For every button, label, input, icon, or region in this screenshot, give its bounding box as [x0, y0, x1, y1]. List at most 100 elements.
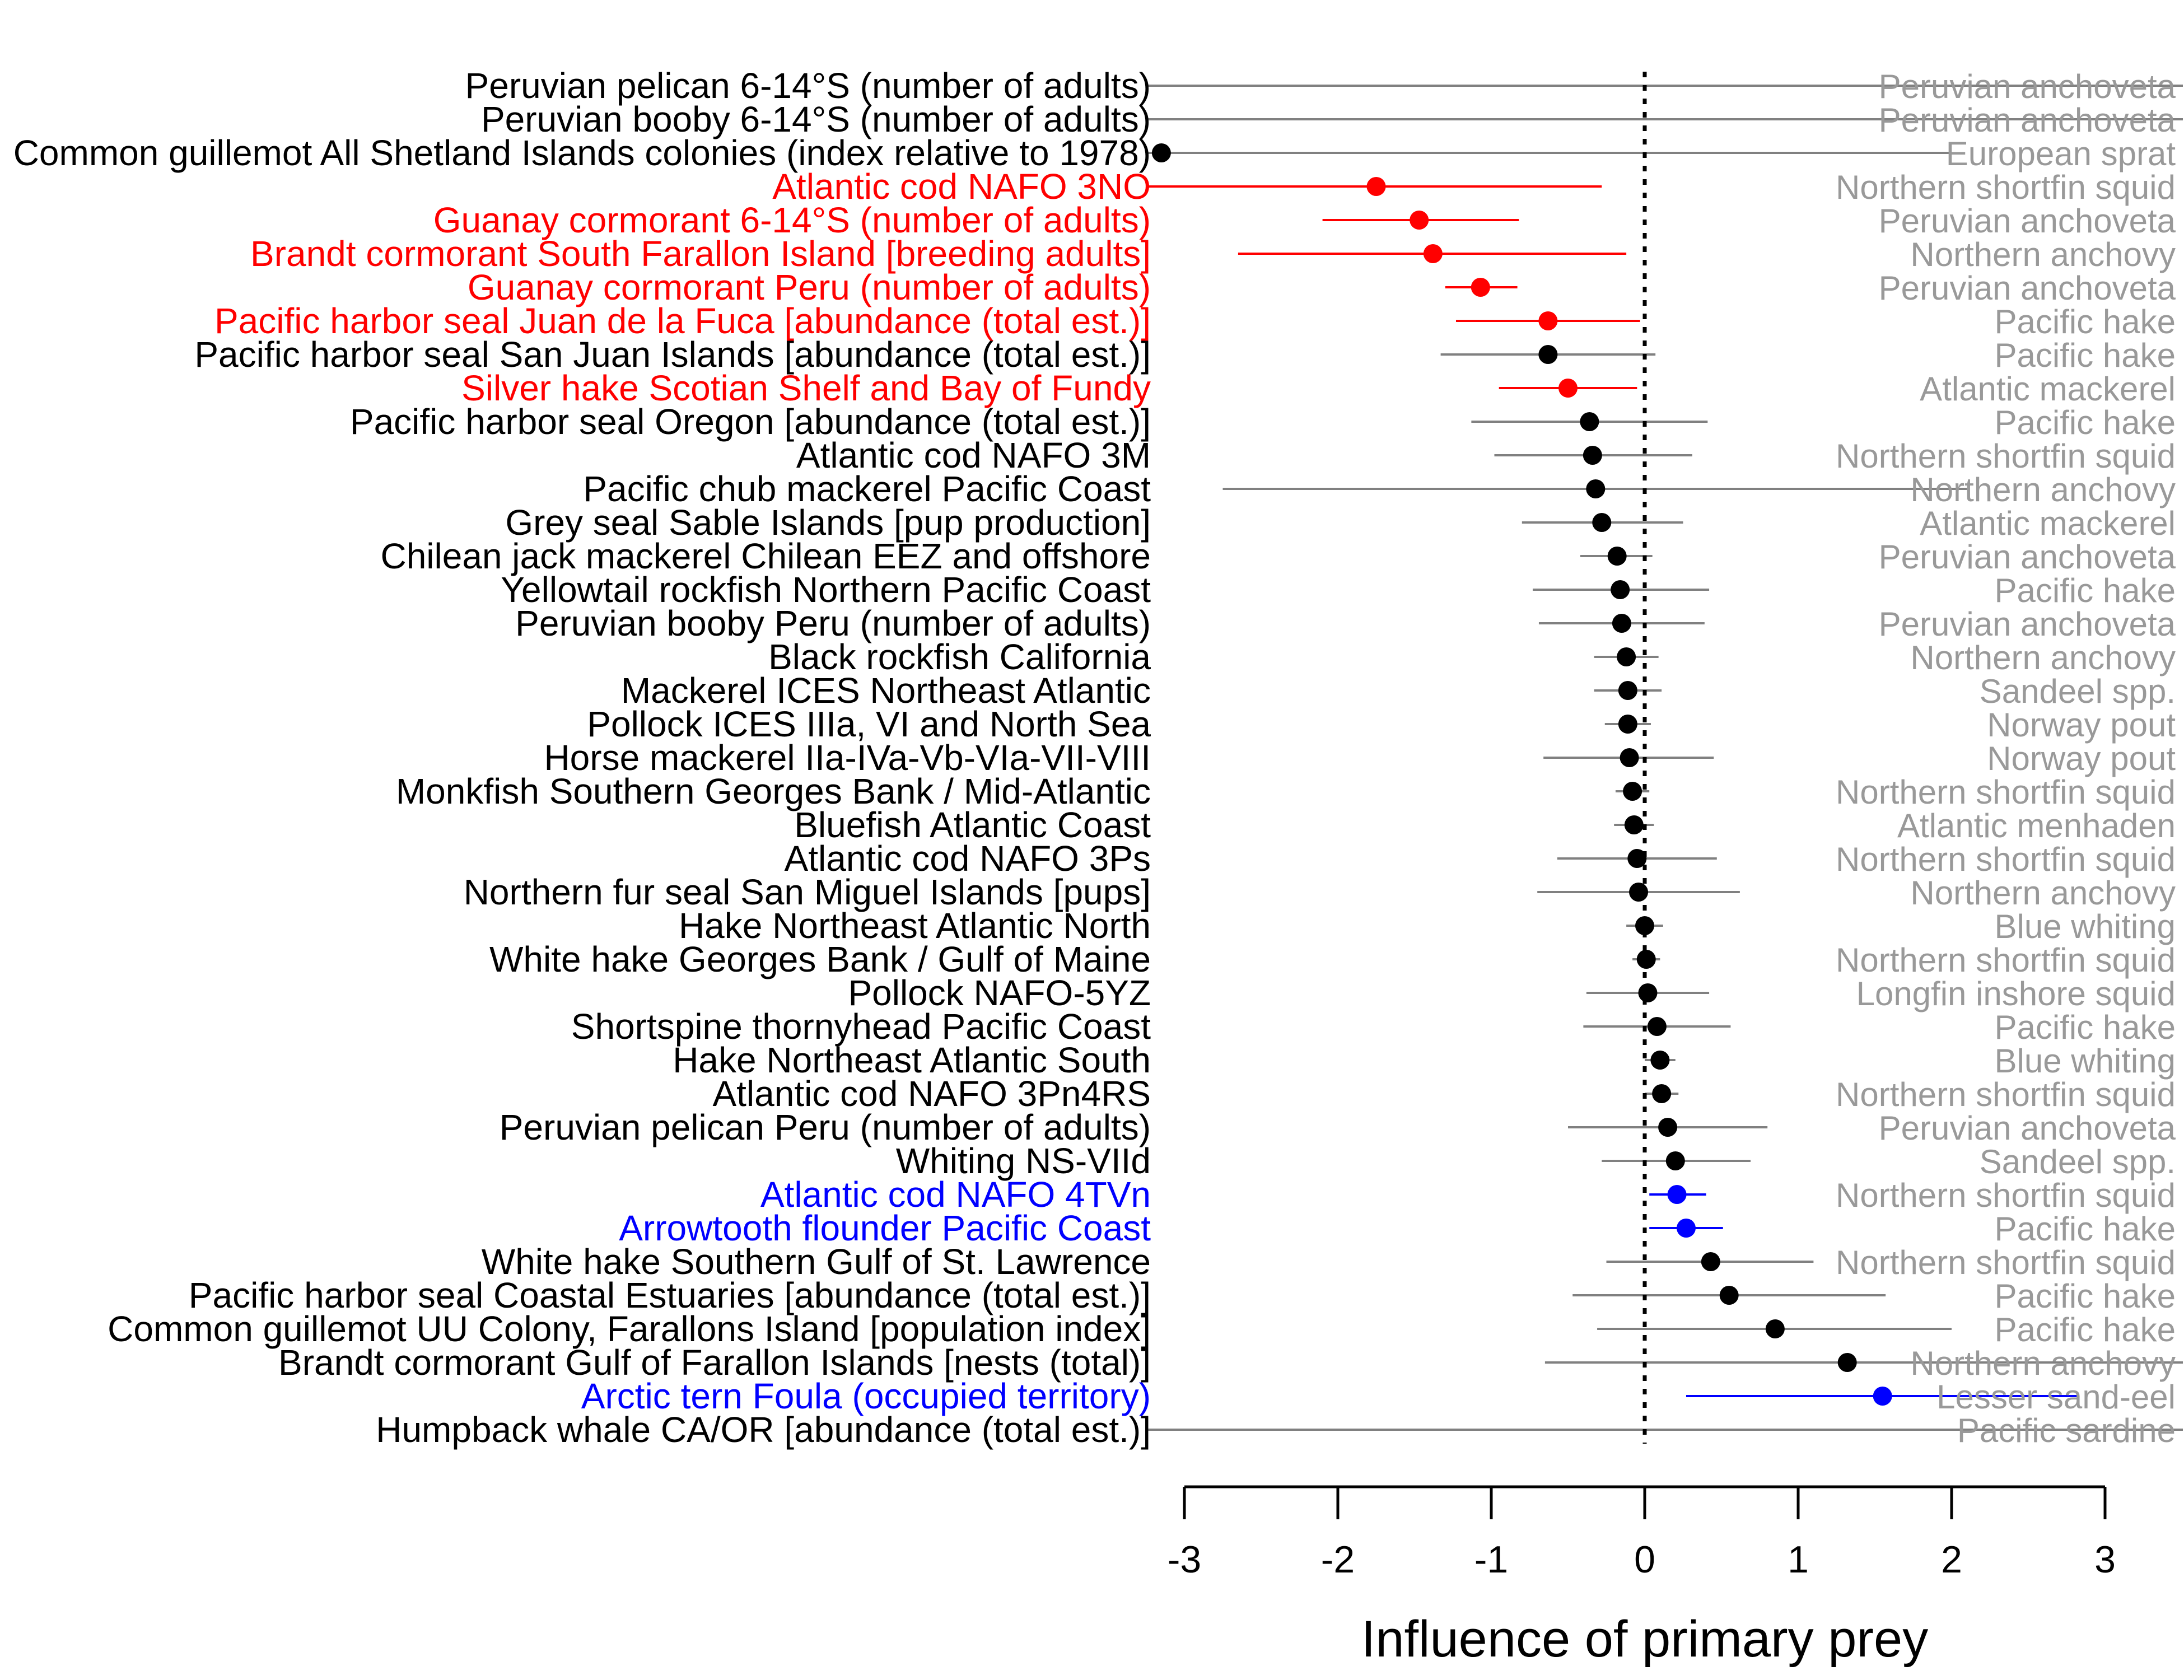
forest-row: Pollock ICES IIIa, VI and North Sea Norwa…	[587, 704, 2176, 744]
forest-row: Atlantic cod NAFO 3NO Northern shortfin s…	[772, 166, 2176, 207]
forest-row: Bluefish Atlantic Coast Atlantic menhaden	[794, 805, 2176, 845]
predator-label: Pacific harbor seal Oregon [abundance (t…	[350, 402, 1151, 442]
x-tick-label: 0	[1634, 1538, 1655, 1581]
point-estimate	[1623, 782, 1642, 801]
rows-layer: Peruvian pelican 6-14°S (number of adult…	[13, 66, 2183, 1450]
point-estimate	[1650, 1051, 1670, 1070]
prey-label: Pacific hake	[1995, 404, 2176, 441]
predator-label: Pacific chub mackerel Pacific Coast	[583, 469, 1151, 509]
predator-label: Humpback whale CA/OR [abundance (total e…	[376, 1410, 1151, 1450]
forest-row: Atlantic cod NAFO 3M Northern shortfin sq…	[796, 435, 2176, 475]
forest-row: Mackerel ICES Northeast Atlantic Sandeel …	[621, 670, 2176, 711]
predator-label: Horse mackerel IIa-IVa-Vb-VIa-VII-VIII	[544, 738, 1151, 778]
point-estimate	[1538, 311, 1558, 330]
predator-label: Yellowtail rockfish Northern Pacific Coa…	[501, 570, 1151, 610]
x-tick-label: -2	[1321, 1538, 1355, 1581]
forest-row: Pacific harbor seal Juan de la Fuca [abu…	[214, 301, 2176, 341]
predator-label: Arctic tern Foula (occupied territory)	[581, 1376, 1151, 1416]
prey-label: Pacific hake	[1995, 1009, 2176, 1046]
prey-label: Pacific hake	[1995, 303, 2176, 340]
forest-row: Hake Northeast Atlantic South Blue whitin…	[673, 1040, 2176, 1080]
point-estimate	[1580, 412, 1599, 431]
prey-label: Norway pout	[1987, 706, 2176, 744]
point-estimate	[1423, 244, 1443, 263]
prey-label: Atlantic mackerel	[1920, 505, 2176, 542]
predator-label: Guanay cormorant Peru (number of adults)	[468, 267, 1151, 307]
predator-label: Mackerel ICES Northeast Atlantic	[621, 670, 1151, 711]
predator-label: Monkfish Southern Georges Bank / Mid-Atl…	[396, 771, 1151, 811]
forest-row: Guanay cormorant Peru (number of adults)…	[468, 267, 2176, 307]
point-estimate	[1701, 1252, 1720, 1271]
predator-label: Pacific harbor seal San Juan Islands [ab…	[194, 334, 1151, 375]
forest-row: Peruvian pelican Peru (number of adults)…	[500, 1107, 2176, 1147]
forest-row: Atlantic cod NAFO 3Pn4RS Northern shortfi…	[712, 1074, 2176, 1114]
forest-row: Guanay cormorant 6-14°S (number of adult…	[433, 200, 2176, 240]
point-estimate	[1638, 983, 1658, 1002]
x-tick-label: 3	[2094, 1538, 2116, 1581]
x-tick-label: -1	[1474, 1538, 1508, 1581]
x-axis: -3 -2 -1 0 1 2 3	[1168, 1485, 2116, 1581]
prey-label: Northern shortfin squid	[1836, 1244, 2176, 1281]
prey-label: Pacific hake	[1995, 572, 2176, 609]
point-estimate	[1583, 446, 1602, 465]
predator-label: Pacific harbor seal Coastal Estuaries [a…	[189, 1275, 1151, 1315]
forest-row: Black rockfish California Northern anchov…	[768, 637, 2176, 677]
prey-label: Northern shortfin squid	[1836, 169, 2176, 206]
point-estimate	[1635, 916, 1654, 935]
forest-row: Pacific harbor seal Oregon [abundance (t…	[350, 402, 2176, 442]
forest-row: Arrowtooth flounder Pacific Coast Pacific…	[619, 1208, 2176, 1248]
point-estimate	[1719, 1286, 1739, 1305]
predator-label: Peruvian booby Peru (number of adults)	[515, 603, 1151, 643]
forest-row: Pacific harbor seal Coastal Estuaries [a…	[189, 1275, 2176, 1315]
point-estimate	[1627, 849, 1647, 868]
predator-label: Peruvian booby 6-14°S (number of adults)	[481, 99, 1151, 139]
forest-row: Yellowtail rockfish Northern Pacific Coa…	[501, 570, 2176, 610]
predator-label: Arrowtooth flounder Pacific Coast	[619, 1208, 1151, 1248]
predator-label: Pollock ICES IIIa, VI and North Sea	[587, 704, 1151, 744]
prey-label: European sprat	[1946, 135, 2176, 172]
predator-label: Guanay cormorant 6-14°S (number of adult…	[433, 200, 1151, 240]
predator-label: Atlantic cod NAFO 3Ps	[785, 838, 1151, 879]
forest-row: Whiting NS-VIId Sandeel spp.	[896, 1141, 2176, 1181]
point-estimate	[1620, 748, 1639, 767]
predator-label: Hake Northeast Atlantic South	[673, 1040, 1151, 1080]
forest-row: Peruvian booby Peru (number of adults) Pe…	[515, 603, 2176, 643]
predator-label: Shortspine thornyhead Pacific Coast	[571, 1006, 1151, 1047]
forest-row: Brandt cormorant Gulf of Farallon Island…	[278, 1342, 2183, 1383]
predator-label: Black rockfish California	[768, 637, 1151, 677]
predator-label: White hake Southern Gulf of St. Lawrence	[482, 1242, 1151, 1282]
prey-label: Longfin inshore squid	[1856, 975, 2176, 1012]
point-estimate	[1151, 143, 1171, 162]
prey-label: Peruvian anchoveta	[1879, 538, 2176, 576]
x-axis-label: Influence of primary prey	[1361, 1611, 1928, 1668]
predator-label: Common guillemot UU Colony, Farallons Is…	[108, 1309, 1151, 1349]
point-estimate	[1410, 211, 1429, 230]
point-estimate	[1586, 479, 1606, 498]
point-estimate	[1665, 1151, 1685, 1170]
forest-row: Monkfish Southern Georges Bank / Mid-Atl…	[396, 771, 2176, 811]
prey-label: Atlantic menhaden	[1897, 807, 2176, 844]
forest-row: Arctic tern Foula (occupied territory) Le…	[581, 1376, 2176, 1416]
point-estimate	[1618, 715, 1637, 734]
prey-label: Pacific sardine	[1957, 1412, 2176, 1449]
predator-label: Atlantic cod NAFO 3M	[796, 435, 1151, 475]
forest-row: Humpback whale CA/OR [abundance (total e…	[376, 1410, 2183, 1450]
prey-label: Blue whiting	[1994, 1042, 2176, 1080]
predator-label: Northern fur seal San Miguel Islands [pu…	[464, 872, 1151, 912]
prey-label: Peruvian anchoveta	[1879, 605, 2176, 643]
prey-label: Northern shortfin squid	[1836, 437, 2176, 475]
point-estimate	[1592, 513, 1612, 532]
predator-label: Pacific harbor seal Juan de la Fuca [abu…	[214, 301, 1151, 341]
forest-row: Pollock NAFO-5YZ Longfin inshore squid	[848, 973, 2176, 1013]
point-estimate	[1658, 1118, 1678, 1137]
point-estimate	[1611, 580, 1630, 599]
predator-label: Whiting NS-VIId	[896, 1141, 1151, 1181]
forest-row: Shortspine thornyhead Pacific Coast Pacif…	[571, 1006, 2176, 1047]
forest-row: Brandt cormorant South Farallon Island […	[250, 234, 2176, 274]
prey-label: Northern anchovy	[1910, 471, 2176, 508]
x-tick-label: 2	[1941, 1538, 1962, 1581]
point-estimate	[1471, 278, 1490, 297]
forest-row: Grey seal Sable Islands [pup production]…	[505, 502, 2176, 543]
forest-row: Chilean jack mackerel Chilean EEZ and of…	[380, 536, 2176, 576]
prey-label: Lesser sand-eel	[1936, 1378, 2176, 1416]
